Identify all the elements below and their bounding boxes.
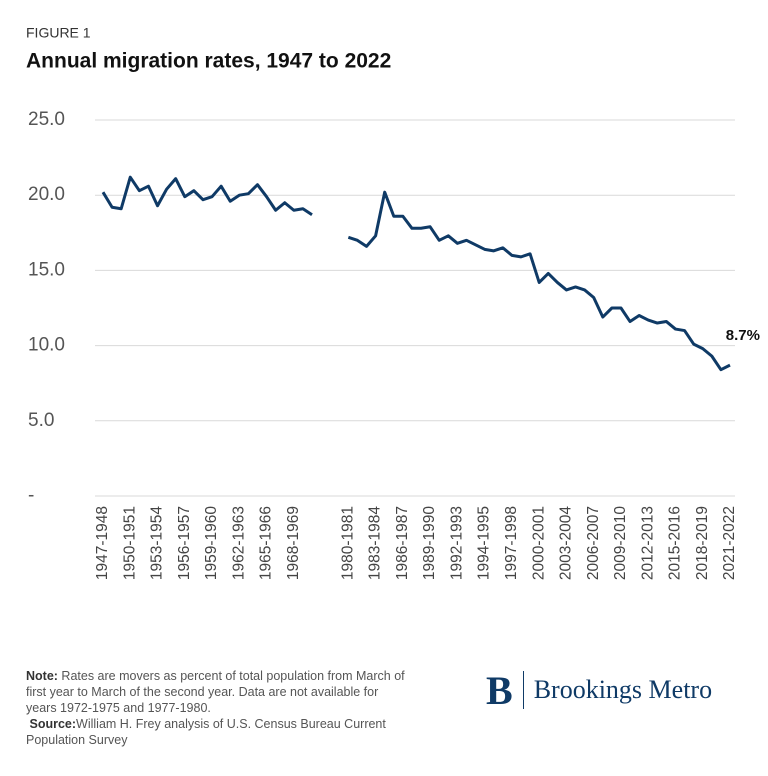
data-line xyxy=(101,175,731,372)
logo: B Brookings Metro xyxy=(486,667,713,713)
x-tick-label: 1953-1954 xyxy=(149,506,166,581)
x-tick-label: 2000-2001 xyxy=(530,506,547,580)
x-tick-label: 1962-1963 xyxy=(230,506,247,580)
y-tick-label: 20.0 xyxy=(28,184,65,205)
note-label: Note: xyxy=(26,669,58,683)
chart: FIGURE 1 Annual migration rates, 1947 to… xyxy=(26,25,760,581)
note: Note: Rates are movers as percent of tot… xyxy=(26,668,411,716)
x-tick-label: 2018-2019 xyxy=(694,506,711,580)
x-tick-label: 1956-1957 xyxy=(176,506,193,580)
y-tick-label: 5.0 xyxy=(28,410,54,431)
data-label: 8.7% xyxy=(726,327,760,344)
y-tick-label: 10.0 xyxy=(28,335,65,356)
source: Source:William H. Frey analysis of U.S. … xyxy=(26,716,411,748)
x-tick-label: 1997-1998 xyxy=(503,506,520,580)
y-tick-label: 25.0 xyxy=(28,109,65,130)
x-tick-label: 1989-1990 xyxy=(421,506,438,581)
x-tick-label: 1983-1984 xyxy=(367,506,384,581)
x-tick-label: 1965-1966 xyxy=(258,506,275,580)
x-tick-label: 1950-1951 xyxy=(121,506,138,580)
chart-title: Annual migration rates, 1947 to 2022 xyxy=(26,50,391,73)
source-label: Source: xyxy=(29,717,77,731)
figure-label: FIGURE 1 xyxy=(26,25,91,41)
x-tick-label: 1994-1995 xyxy=(476,506,493,580)
x-tick-label: 2021-2022 xyxy=(721,506,738,580)
y-tick-label: 15.0 xyxy=(28,259,65,280)
x-tick-label: 2003-2004 xyxy=(558,506,575,581)
x-tick-label: 1992-1993 xyxy=(448,506,465,580)
brand-name: Brookings Metro xyxy=(533,675,713,704)
x-tick-label: 1947-1948 xyxy=(94,506,111,580)
x-tick-label: 1959-1960 xyxy=(203,506,220,581)
y-tick-label: - xyxy=(28,485,34,506)
x-tick-label: 2009-2010 xyxy=(612,506,629,581)
x-tick-label: 1986-1987 xyxy=(394,506,411,580)
x-tick-label: 2012-2013 xyxy=(639,506,656,580)
note-text: Rates are movers as percent of total pop… xyxy=(26,669,405,715)
logo-divider xyxy=(522,671,524,709)
x-tick-label: 2006-2007 xyxy=(585,506,602,580)
source-text: William H. Frey analysis of U.S. Census … xyxy=(26,717,386,747)
x-tick-label: 2015-2016 xyxy=(667,506,684,580)
x-tick-label: 1968-1969 xyxy=(285,506,302,580)
x-tick-label: 1980-1981 xyxy=(339,506,356,580)
logo-letter: B xyxy=(486,667,513,713)
footnote: Note: Rates are movers as percent of tot… xyxy=(26,668,411,748)
